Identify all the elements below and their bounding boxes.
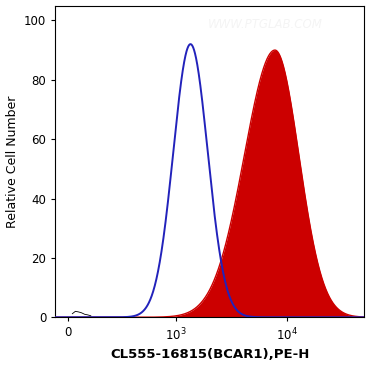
X-axis label: CL555-16815(BCAR1),PE-H: CL555-16815(BCAR1),PE-H — [110, 348, 310, 361]
Y-axis label: Relative Cell Number: Relative Cell Number — [6, 95, 18, 228]
Text: WWW.PTGLAB.COM: WWW.PTGLAB.COM — [208, 18, 323, 31]
